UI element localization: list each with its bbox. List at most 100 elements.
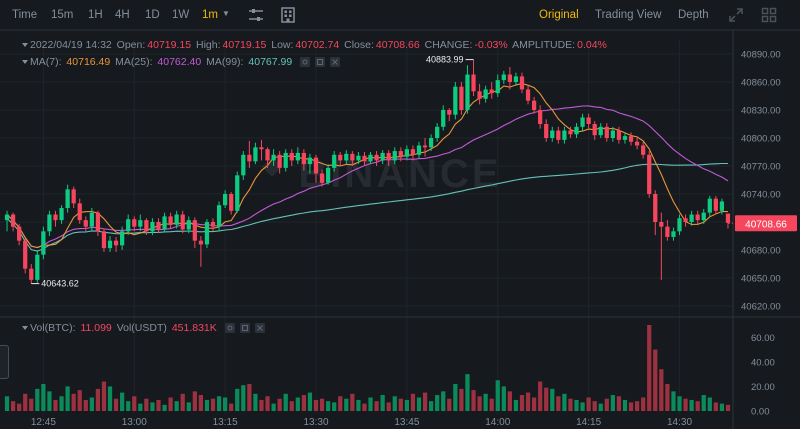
volume-bar — [538, 381, 543, 411]
candle-body — [641, 145, 646, 155]
candle-body — [550, 130, 555, 138]
candle-body — [289, 152, 294, 161]
close-value: 40708.66 — [375, 39, 420, 51]
candle-body — [453, 86, 458, 115]
hide-icon[interactable] — [315, 57, 326, 68]
candle-body — [326, 167, 331, 183]
x-tick-label: 14:00 — [485, 417, 510, 428]
candle-body — [392, 151, 397, 161]
side-panel-toggle[interactable] — [0, 345, 9, 379]
candle-body — [277, 154, 282, 168]
volume-bar — [592, 401, 597, 411]
candle-body — [132, 219, 137, 227]
chevron-down-icon[interactable]: ▼ — [222, 9, 230, 18]
change-label: CHANGE: — [424, 39, 473, 51]
layout-grid-icon[interactable] — [281, 7, 295, 26]
settings-icon[interactable] — [300, 57, 311, 68]
candle-body — [725, 213, 731, 223]
tab-1m[interactable]: 1m — [202, 9, 218, 21]
candle-body — [65, 189, 70, 208]
tab-original[interactable]: Original — [539, 9, 579, 21]
indicator-settings-icon[interactable] — [248, 7, 264, 26]
tab-1w[interactable]: 1W — [172, 9, 190, 21]
volume-bar — [604, 398, 609, 411]
volume-bar — [180, 393, 185, 411]
volume-bar — [562, 393, 567, 411]
volume-bar — [610, 395, 615, 411]
candle-body — [53, 214, 58, 221]
collapse-caret-icon[interactable] — [22, 60, 28, 64]
candle-body — [59, 208, 64, 221]
tab-1d[interactable]: 1D — [145, 9, 160, 21]
volume-bar — [483, 393, 488, 411]
candle-body — [489, 89, 494, 94]
candle-body — [198, 240, 204, 245]
hide-icon[interactable] — [239, 323, 250, 334]
candle-body — [538, 110, 543, 124]
volume-bar — [380, 395, 385, 411]
volume-bar — [204, 399, 210, 411]
close-icon[interactable] — [254, 323, 265, 334]
panel-grid-icon[interactable] — [761, 7, 777, 26]
candle-body — [356, 155, 361, 161]
volume-bar — [525, 392, 531, 411]
volume-bar — [647, 325, 652, 411]
tab-trading-view[interactable]: Trading View — [595, 9, 662, 21]
volume-bar — [138, 403, 143, 411]
candle-body — [380, 152, 385, 161]
price-tick-label: 40830.00 — [741, 106, 781, 117]
ma7-value: 40716.49 — [66, 56, 111, 68]
volume-bar — [531, 397, 537, 411]
candle-body — [525, 89, 531, 101]
candle-body — [204, 222, 210, 245]
amplitude-value: 0.04% — [577, 39, 607, 51]
candle-body — [556, 130, 561, 140]
close-icon[interactable] — [330, 57, 341, 68]
volume-bar — [713, 402, 718, 411]
tab-1h[interactable]: 1H — [88, 9, 103, 21]
candle-body — [519, 76, 525, 90]
volume-bar — [289, 401, 294, 411]
volume-bar — [186, 402, 191, 411]
price-tick-label: 40620.00 — [741, 302, 781, 313]
volume-bar — [641, 397, 646, 411]
volume-bar — [198, 395, 204, 411]
candle-body — [544, 124, 549, 138]
candle-body — [77, 203, 82, 221]
tab-4h[interactable]: 4H — [115, 9, 130, 21]
candle-body — [89, 212, 94, 227]
volume-bar — [350, 393, 355, 411]
candle-body — [241, 154, 246, 176]
volume-bar — [144, 398, 149, 411]
candle-body — [113, 240, 119, 246]
volume-bar — [210, 398, 216, 411]
tab-depth[interactable]: Depth — [678, 9, 709, 21]
vol-btc-label: Vol(BTC): — [30, 322, 76, 334]
volume-bar — [319, 398, 325, 411]
candle-body — [689, 214, 694, 222]
tab-15m[interactable]: 15m — [51, 9, 74, 21]
candle-body — [404, 149, 409, 157]
volume-bar — [301, 395, 307, 411]
settings-icon[interactable] — [224, 323, 235, 334]
candle-body — [83, 220, 88, 227]
volume-bar — [17, 403, 22, 411]
candle-body — [628, 136, 634, 142]
volume-tick-label: 40.00 — [751, 357, 775, 368]
volume-bar — [507, 391, 512, 411]
candle-body — [610, 130, 615, 138]
candle-body — [307, 157, 313, 165]
tab-time[interactable]: Time — [12, 9, 38, 21]
candle-body — [265, 149, 270, 161]
volume-bar — [556, 396, 561, 411]
collapse-caret-icon[interactable] — [22, 43, 28, 47]
fullscreen-icon[interactable] — [728, 7, 744, 26]
volume-bar — [695, 401, 700, 411]
volume-bar — [677, 396, 682, 411]
volume-bar — [725, 404, 731, 411]
volume-bar — [126, 401, 131, 411]
volume-bar — [586, 397, 591, 411]
candle-body — [235, 175, 240, 211]
collapse-caret-icon[interactable] — [22, 326, 28, 330]
